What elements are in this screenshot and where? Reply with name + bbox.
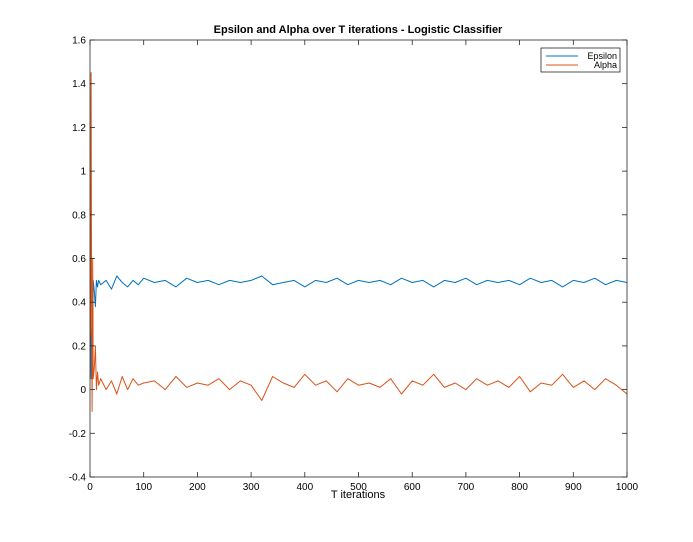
x-tick-label: 300 <box>243 482 260 493</box>
x-tick-label: 100 <box>135 482 152 493</box>
y-tick-label: 0.6 <box>72 254 86 265</box>
y-tick-label: -0.4 <box>69 473 87 484</box>
plot-area: 0 100 200 300 400 500 600 700 800 900 1000 -0.4 -0.2… <box>69 36 639 494</box>
x-tick-label: 500 <box>350 482 367 493</box>
y-tick-label: 1.4 <box>72 79 86 90</box>
y-tick-label: 1.2 <box>72 123 86 134</box>
y-tick-label: 1.6 <box>72 36 86 47</box>
legend-label-alpha: Alpha <box>594 60 617 70</box>
y-tick-label: 0.8 <box>72 210 86 221</box>
x-tick-label: 1000 <box>616 482 639 493</box>
legend-label-epsilon: Epsilon <box>587 51 617 61</box>
series-line-alpha <box>90 72 628 412</box>
x-tick-label: 200 <box>189 482 206 493</box>
x-tick-label: 400 <box>296 482 313 493</box>
x-tick-label: 800 <box>511 482 528 493</box>
legend-box <box>540 47 621 73</box>
series-line-epsilon <box>90 275 628 380</box>
y-tick-label: 0.2 <box>72 341 86 352</box>
x-axis-label: T iterations <box>331 489 386 501</box>
x-tick-label: 700 <box>458 482 475 493</box>
y-tick-label: 1 <box>80 167 86 178</box>
x-tick-label: 900 <box>565 482 582 493</box>
x-tick-label: 0 <box>87 482 93 493</box>
chart-title: Epsilon and Alpha over T iterations - Lo… <box>214 24 503 36</box>
y-tick-label: 0 <box>80 385 86 396</box>
x-tick-label: 600 <box>404 482 421 493</box>
y-tick-label: -0.2 <box>69 429 87 440</box>
y-tick-label: 0.4 <box>72 298 86 309</box>
